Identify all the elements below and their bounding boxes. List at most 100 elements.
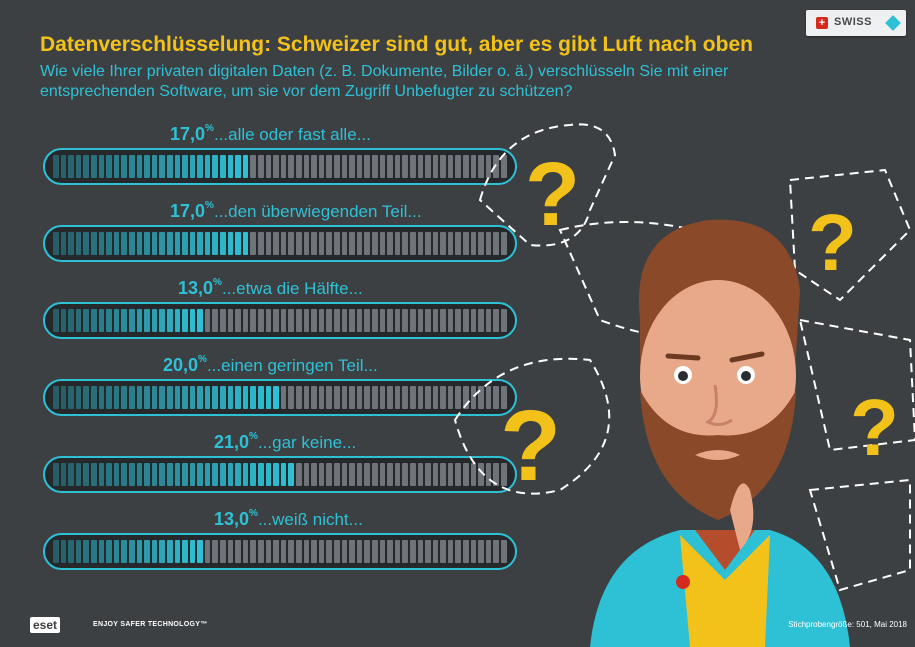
bar-tick-empty: [485, 386, 492, 409]
bar-tick-filled: [106, 540, 112, 563]
bar-tick-filled: [98, 463, 105, 486]
bar-tick-empty: [417, 463, 424, 486]
bar-tick-empty: [326, 309, 332, 332]
bar-tick-filled: [182, 463, 188, 486]
bar-tick-filled: [220, 232, 226, 255]
bar-tick-empty: [371, 155, 378, 178]
bar-tick-empty: [493, 386, 500, 409]
bar-tick-empty: [341, 386, 348, 409]
percent-unit: %: [249, 508, 258, 519]
bar-tick-empty: [250, 540, 257, 563]
bar-tick-empty: [493, 540, 500, 563]
bar-tick-filled: [136, 540, 143, 563]
bar-tick-empty: [227, 540, 234, 563]
bar-tick-empty: [379, 232, 386, 255]
bar-tick-empty: [265, 309, 272, 332]
bar-tick-empty: [341, 309, 348, 332]
bar-tick-filled: [75, 386, 82, 409]
bar-tick-empty: [296, 309, 302, 332]
bar-tick-empty: [470, 463, 477, 486]
sample-size-note: Stichprobengröße: 501, Mai 2018: [788, 620, 907, 629]
percent-unit: %: [213, 277, 222, 288]
bar-tick-empty: [463, 232, 469, 255]
bar-tick-empty: [250, 232, 257, 255]
bar-tick-empty: [364, 309, 370, 332]
bar-tick-filled: [166, 386, 173, 409]
percent-unit: %: [249, 431, 258, 442]
bar-tick-empty: [463, 309, 469, 332]
bar-tick-filled: [60, 540, 67, 563]
bar-tick-empty: [409, 386, 416, 409]
bar-tick-empty: [463, 540, 469, 563]
eset-logo[interactable]: eset: [30, 617, 61, 633]
bar-tick-empty: [470, 540, 477, 563]
swiss-badge[interactable]: + SWISS: [806, 10, 906, 36]
bar-tick-filled: [121, 232, 127, 255]
bar-tick-filled: [75, 540, 82, 563]
bar-tick-empty: [258, 232, 264, 255]
bar-tick-empty: [387, 309, 393, 332]
bar-tick-empty: [364, 463, 370, 486]
eset-logo-text: eset: [30, 617, 61, 633]
bar-tick-empty: [463, 155, 469, 178]
bar-tick-filled: [68, 540, 74, 563]
bar-tick-filled: [98, 232, 105, 255]
bar-tick-filled: [197, 386, 203, 409]
bar-tick-filled: [220, 155, 226, 178]
bar-tick-empty: [311, 540, 317, 563]
bar-tick-empty: [425, 386, 431, 409]
bar-tick-empty: [447, 309, 454, 332]
bar-tick-empty: [371, 540, 378, 563]
bar-tick-empty: [356, 463, 363, 486]
bar-tick-filled: [212, 463, 219, 486]
bar-tick-filled: [189, 386, 196, 409]
chart-subtitle: Wie viele Ihrer privaten digitalen Daten…: [40, 63, 729, 100]
bar-tick-filled: [90, 386, 97, 409]
bar-tick-empty: [455, 232, 462, 255]
bar-tick-filled: [182, 386, 188, 409]
bar-tick-empty: [394, 386, 401, 409]
bar-tick-empty: [311, 232, 317, 255]
bar-tick-filled: [204, 386, 211, 409]
bar-tick-empty: [440, 463, 446, 486]
data-label: 20,0: [163, 355, 199, 375]
bar-tick-empty: [333, 540, 340, 563]
bar-tick-filled: [182, 309, 188, 332]
bar-tick-filled: [90, 540, 97, 563]
bar-tick-empty: [258, 155, 264, 178]
bar-tick-empty: [326, 386, 332, 409]
bar-tick-empty: [303, 386, 310, 409]
bar-tick-empty: [455, 463, 462, 486]
bar-tick-empty: [318, 540, 325, 563]
bar-tick-filled: [273, 386, 279, 409]
bar-tick-empty: [493, 155, 500, 178]
bar-tick-filled: [151, 386, 158, 409]
bar-tick-empty: [447, 386, 454, 409]
bar-tick-empty: [379, 309, 386, 332]
bar-tick-empty: [402, 540, 408, 563]
bar: [43, 148, 517, 185]
bar-tick-filled: [212, 232, 219, 255]
bar-tick-filled: [182, 540, 188, 563]
bar-tick-empty: [402, 155, 408, 178]
bar: [43, 456, 517, 493]
bar-tick-empty: [455, 155, 462, 178]
bar-tick-filled: [144, 309, 150, 332]
bar-tick-empty: [387, 540, 393, 563]
bar-tick-empty: [409, 155, 416, 178]
bar-tick-filled: [151, 463, 158, 486]
bar-tick-empty: [501, 232, 507, 255]
bar-tick-empty: [432, 155, 439, 178]
bar-tick-filled: [68, 463, 74, 486]
bar: [43, 225, 517, 262]
bar-tick-empty: [379, 155, 386, 178]
bar-tick-empty: [333, 309, 340, 332]
bar-tick-filled: [144, 463, 150, 486]
bar-tick-filled: [151, 232, 158, 255]
bar-tick-filled: [159, 155, 165, 178]
bar-tick-filled: [128, 232, 135, 255]
bar-tick-filled: [75, 232, 82, 255]
bar-tick-empty: [258, 540, 264, 563]
bar-tick-empty: [333, 232, 340, 255]
percent-unit: %: [205, 200, 214, 211]
